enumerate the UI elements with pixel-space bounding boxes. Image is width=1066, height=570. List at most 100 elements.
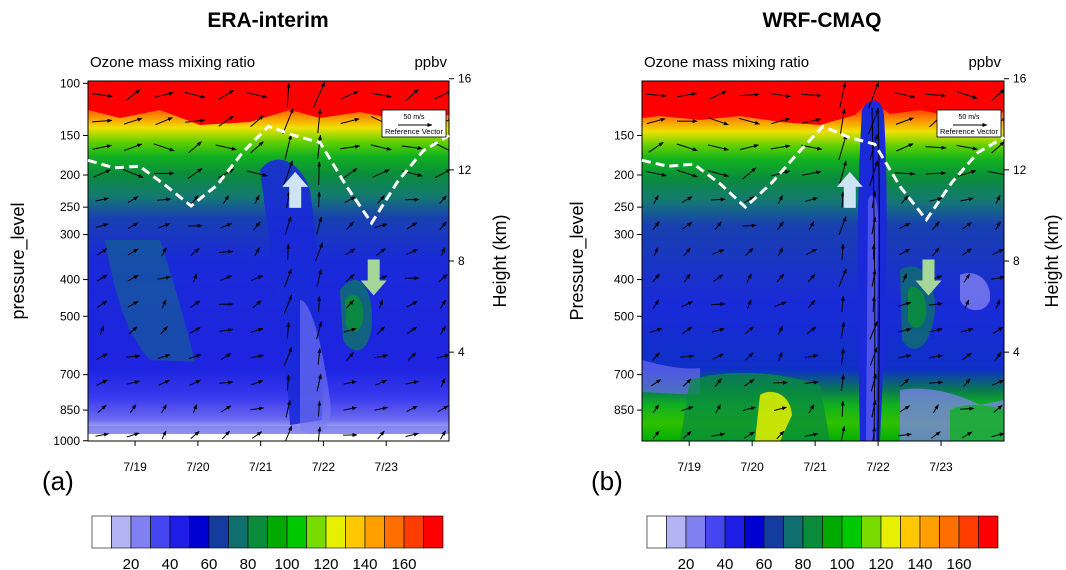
colorbar-swatch [705,515,726,549]
wind-vector [283,347,293,366]
wind-vector [925,171,947,176]
wind-vector [776,273,785,283]
panel-a-y2label: Height (km) [490,214,510,307]
wind-vector [157,275,171,280]
colorbar-level-label: 20 [123,556,140,570]
wind-vector [683,247,691,257]
wind-vector [218,89,234,101]
wind-vector [895,117,914,125]
colorbar-level-label: 100 [829,556,854,570]
wind-vector [440,378,446,388]
wind-vector [251,380,264,386]
wind-vector [215,144,237,151]
wind-vector [406,248,419,255]
panel-a-x-tick-label: 7/23 [375,460,399,474]
wind-vector [929,301,943,306]
panel-a-x-tick-label: 7/22 [312,460,336,474]
panel-a-y-tick-label: 100 [60,76,80,90]
colorbar-swatch [247,515,268,549]
wind-vector [250,354,264,359]
wind-vector [840,400,845,417]
panel-b-x-tick-label: 7/21 [803,460,827,474]
wind-vector [436,354,449,359]
wind-vector [777,194,783,205]
wind-vector [96,300,108,308]
wind-vector [902,273,907,283]
wind-vector [220,405,232,413]
wind-vector [92,144,112,150]
colorbar-swatch [384,515,405,549]
wind-vector [127,274,139,282]
wind-vector [378,299,384,309]
wind-vector [128,326,138,335]
wind-vector [250,141,264,154]
wind-vector [344,248,356,256]
wind-vector [898,354,912,359]
wind-vector [840,295,845,313]
wind-vector [894,92,916,99]
colorbar-swatch [666,515,687,549]
wind-vector [222,195,230,204]
wind-vector [246,170,268,177]
wind-vector [777,247,784,257]
colorbar-swatch [267,515,288,549]
wind-vector [714,378,722,388]
panel-a-y2-ticks: 16 12 8 4 [449,72,472,359]
wind-vector [745,247,754,257]
wind-vector [681,301,694,308]
colorbar-swatch [685,515,706,549]
wind-vector [284,216,292,235]
wind-vector [676,169,698,178]
wind-vector [342,167,358,180]
wind-vector [744,326,754,335]
wind-vector [346,352,354,361]
panel-a-y2-tick-label: 12 [458,163,472,177]
wind-vector [871,295,876,313]
wind-vector [898,301,912,307]
colorbar-level-label: 20 [678,556,695,570]
wind-vector [711,432,726,437]
wind-vector [317,191,322,208]
panel-b-tropopause-line [641,124,1005,223]
wind-vector [95,197,109,202]
wind-vector [868,81,879,108]
wind-vector [406,326,418,335]
wind-vector [161,404,167,414]
wind-vector [127,222,139,230]
wind-vector [184,92,206,99]
wind-vector [315,242,323,262]
wind-vector [253,221,261,231]
wind-vector [219,249,234,254]
wind-vector [715,404,722,414]
wind-vector [317,296,322,312]
panel-b-reference-label: Reference Vector [940,127,998,136]
wind-vector [992,326,1004,335]
wind-vector [776,221,784,231]
wind-vector [316,216,323,235]
wind-vector [840,374,846,391]
wind-vector [932,404,939,414]
wind-vector [95,223,109,229]
wind-vector [187,167,203,180]
colorbar-swatch [286,515,307,549]
colorbar-swatch [130,515,151,549]
wind-vector [285,399,291,418]
wind-vector [645,170,667,177]
panel-b-y-tick-label: 700 [614,368,634,382]
wind-vector [804,354,819,359]
wind-vector [711,327,725,333]
wind-vector [801,144,823,151]
wind-vector [191,195,199,204]
wind-vector [97,404,107,413]
wind-vector [219,380,234,385]
wind-vector [956,91,978,99]
wind-vector [127,300,139,308]
wind-vector [286,322,291,339]
wind-vector [405,380,419,385]
panel-a-unit: ppbv [414,54,447,71]
wind-vector [682,222,693,230]
wind-vector [374,406,388,411]
panel-a-field-label: Ozone mass mixing ratio [90,54,255,71]
wind-vector [801,93,823,98]
